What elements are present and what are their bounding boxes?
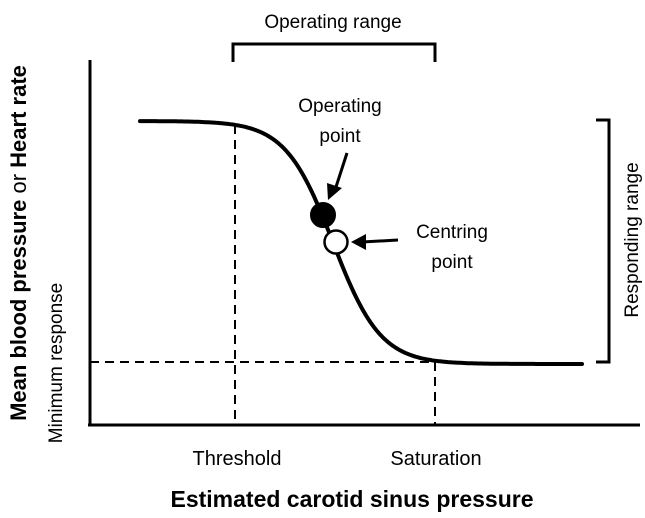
y-axis-title-part2: Heart rate [6, 65, 31, 168]
centring-point-label-line1: Centring [416, 222, 488, 243]
operating-point-label-line1: Operating [298, 96, 381, 117]
responding-range-bracket [596, 118, 611, 364]
minimum-response-label: Minimum response [46, 283, 67, 444]
centring-point-label-line2: point [431, 252, 473, 273]
y-axis-title-connector: or [6, 168, 31, 200]
operating-range-label: Operating range [264, 12, 401, 33]
operating-point-arrowhead [327, 183, 342, 200]
threshold-label: Threshold [193, 448, 282, 470]
responding-range-label: Responding range [622, 162, 643, 317]
saturation-label: Saturation [390, 448, 481, 470]
centring-point-arrowhead [351, 234, 366, 250]
operating-range-bracket [231, 42, 437, 62]
response-curve [138, 119, 584, 366]
centring-point-arrow-shaft [361, 238, 399, 244]
operating-point-label-line2: point [319, 126, 361, 147]
x-axis-title: Estimated carotid sinus pressure [170, 486, 533, 512]
operating-point-arrow-shaft [333, 152, 349, 191]
operating-point-marker [310, 202, 336, 228]
y-axis-title-part1: Mean blood pressure [6, 200, 31, 421]
centring-point-marker [323, 229, 349, 255]
y-axis-title: Mean blood pressure or Heart rate [6, 65, 31, 421]
